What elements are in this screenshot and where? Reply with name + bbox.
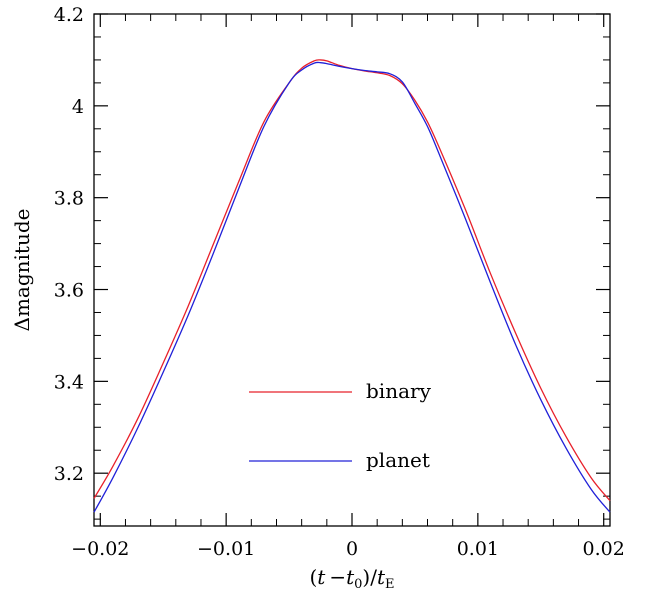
y-tick-label: 3.4 bbox=[54, 371, 84, 393]
x-tick-label: −0.02 bbox=[71, 538, 129, 560]
legend-label-binary: binary bbox=[366, 379, 432, 403]
ticks-layer: −0.02 −0.01 0 0.01 0.02 3.2 3.4 3.6 3.8 4 4.2 bbox=[54, 4, 625, 560]
x-tick-label: 0.02 bbox=[583, 538, 625, 560]
x-axis-title: (t −t0)/tE bbox=[309, 565, 394, 592]
plot-frame bbox=[93, 13, 611, 527]
x-tick-label: −0.01 bbox=[197, 538, 255, 560]
x-tick-label: 0 bbox=[346, 538, 358, 560]
y-tick-label: 3.2 bbox=[54, 463, 84, 485]
series-layer bbox=[93, 59, 611, 513]
x-tick-label: 0.01 bbox=[457, 538, 499, 560]
y-tick-label: 4 bbox=[72, 96, 84, 118]
series-line-binary bbox=[93, 59, 611, 502]
y-tick-label: 3.8 bbox=[54, 188, 84, 210]
y-axis-title: Δmagnitude bbox=[10, 209, 34, 332]
y-tick-label: 3.6 bbox=[54, 280, 84, 302]
legend: binary planet bbox=[249, 379, 432, 472]
series-line-planet bbox=[93, 61, 611, 513]
legend-label-planet: planet bbox=[366, 448, 430, 472]
y-tick-label: 4.2 bbox=[54, 4, 84, 26]
